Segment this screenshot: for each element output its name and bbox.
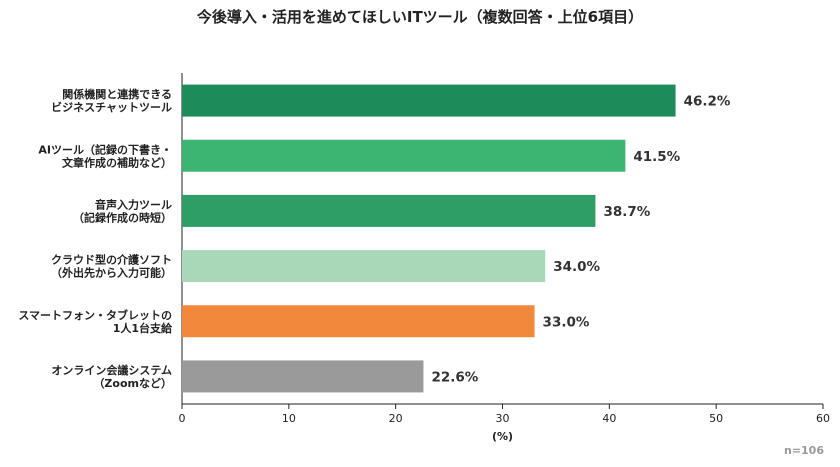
x-axis-title: (%) <box>492 430 513 443</box>
value-label: 38.7% <box>603 204 650 220</box>
value-label: 46.2% <box>684 94 731 110</box>
value-label: 41.5% <box>633 149 680 165</box>
category-label: クラウド型の介護ソフト <box>51 253 172 267</box>
category-label: オンライン会議システム <box>51 363 172 377</box>
value-label: 22.6% <box>431 369 478 385</box>
category-label: AIツール（記録の下書き・ <box>38 142 172 156</box>
category-label: 文章作成の補助など） <box>62 155 172 169</box>
category-label: スマートフォン・タブレットの <box>18 308 172 322</box>
sample-size-note: n=106 <box>783 444 824 457</box>
bar <box>182 360 424 393</box>
x-tick-label: 20 <box>389 412 403 425</box>
category-label: （外出先から入力可能） <box>51 266 172 280</box>
x-tick-label: 60 <box>816 412 830 425</box>
bar <box>182 84 676 117</box>
category-label: 音声入力ツール <box>95 197 172 211</box>
value-label: 34.0% <box>553 259 600 275</box>
category-label: 関係機関と連携できる <box>62 87 172 101</box>
x-tick-label: 0 <box>179 412 186 425</box>
category-label: ビジネスチャットツール <box>51 100 172 114</box>
chart-title: 今後導入・活用を進めてほしいITツール（複数回答・上位6項目） <box>196 8 644 26</box>
bar <box>182 305 535 338</box>
category-label: 1人1台支給 <box>113 321 173 335</box>
category-label: （Zoomなど） <box>93 377 172 390</box>
category-label: （記録作成の時短） <box>73 210 172 224</box>
x-tick-label: 10 <box>282 412 296 425</box>
x-tick-label: 30 <box>496 412 510 425</box>
bar <box>182 194 596 227</box>
bar <box>182 139 626 172</box>
x-tick-label: 50 <box>709 412 723 425</box>
value-label: 33.0% <box>543 314 590 330</box>
x-tick-label: 40 <box>602 412 616 425</box>
bar <box>182 250 546 283</box>
